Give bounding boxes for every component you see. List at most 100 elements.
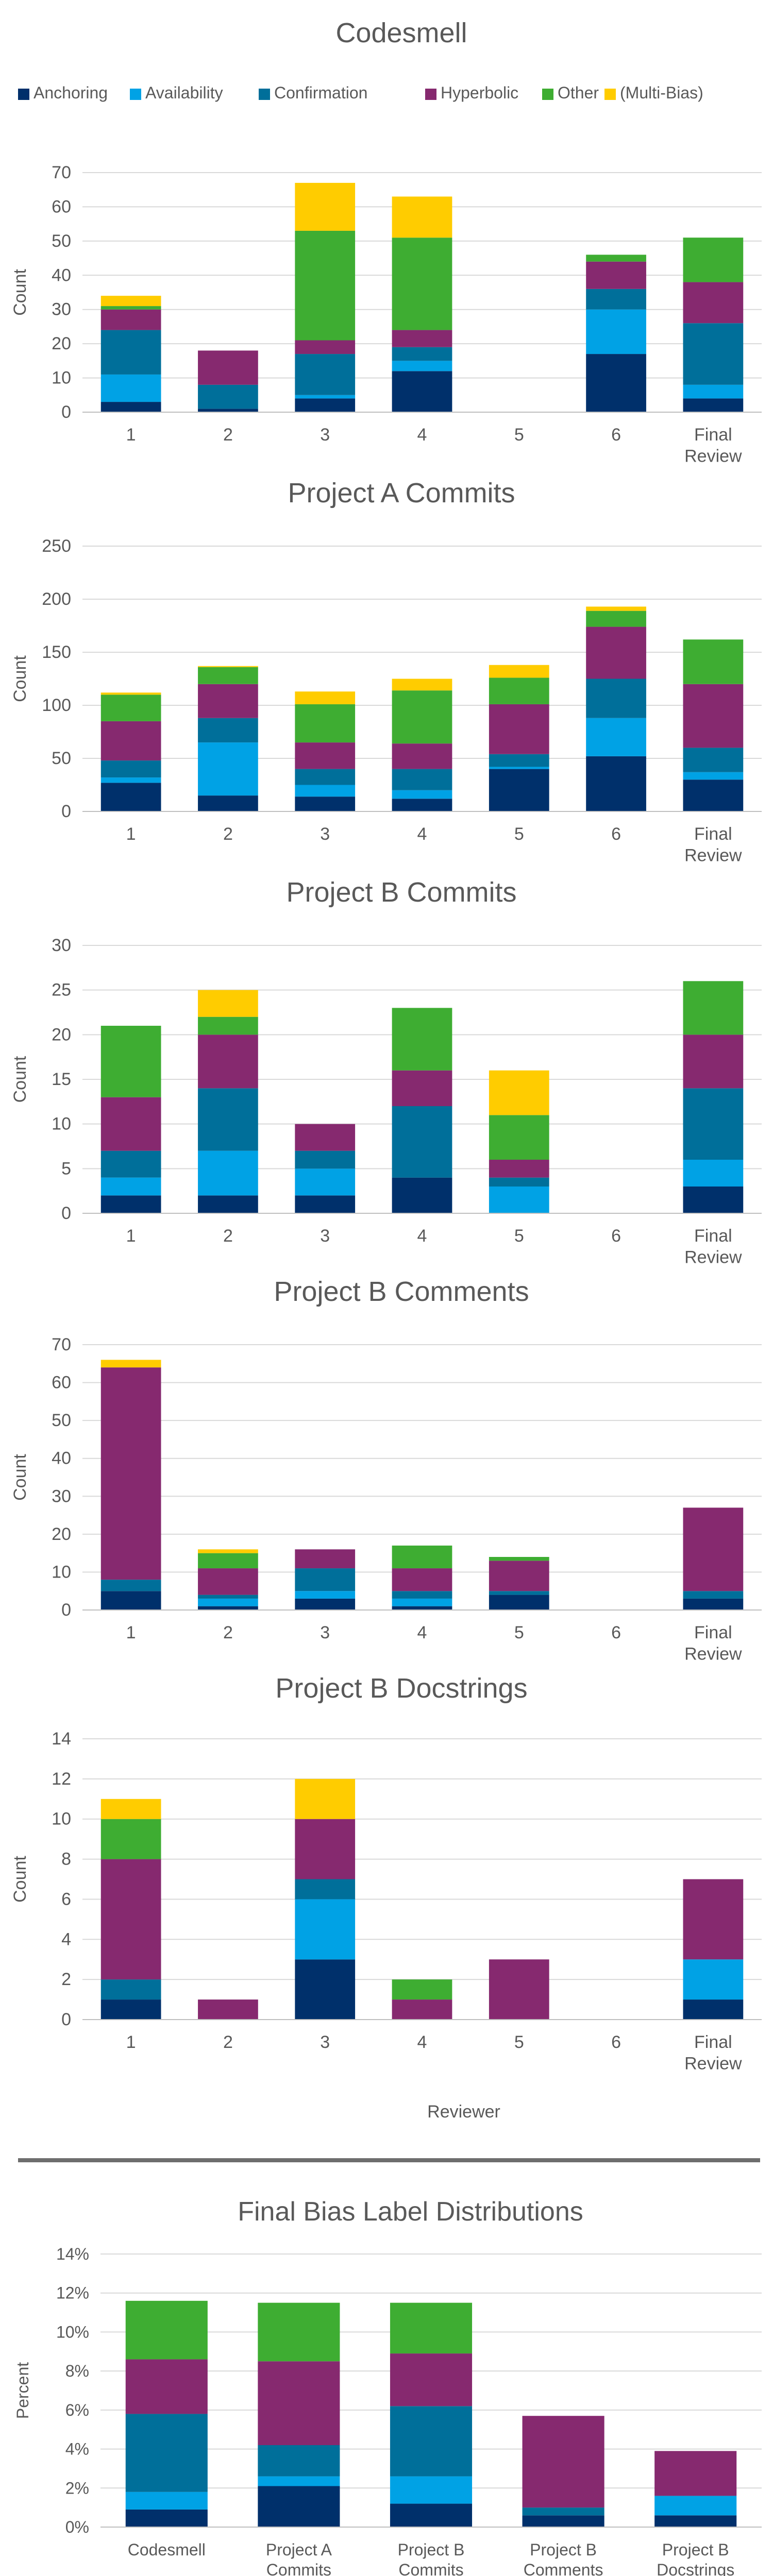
- bar-segment: [392, 1177, 452, 1213]
- bar-segment: [295, 1778, 356, 1819]
- legend-swatch: [259, 89, 270, 100]
- bar-segment: [295, 1879, 356, 1900]
- x-tick-label: 3: [320, 1226, 330, 1246]
- bar-segment: [100, 1580, 161, 1591]
- chart-panel: Project B Commits 0 5 10 15 20 25 30 Count 1 2 3 4 5 6…: [10, 877, 762, 1267]
- bar-segment: [683, 981, 744, 1035]
- bar-segment: [392, 690, 452, 744]
- bar-segment: [100, 1979, 161, 2000]
- bar-segment: [125, 2509, 208, 2527]
- bar-segment: [198, 718, 258, 743]
- x-tick-label: 2: [223, 2032, 233, 2052]
- bar-segment: [392, 361, 452, 371]
- bar-segment: [100, 1150, 161, 1178]
- x-tick-label: 6: [611, 824, 621, 844]
- bar-segment: [258, 2445, 340, 2477]
- bar-segment: [100, 296, 161, 307]
- bar-segment: [392, 1106, 452, 1178]
- x-tick-label: Codesmell: [128, 2540, 206, 2559]
- x-tick-label: 6: [611, 1226, 621, 1246]
- bar-segment: [198, 350, 258, 385]
- x-tick-label: 5: [514, 1226, 524, 1246]
- bar-segment: [586, 756, 646, 811]
- bar-segment: [683, 1088, 744, 1160]
- chart-panel: Codesmell 0 10 20 30 40 50 60 70 Count 1 2 3 4 5 6 Final…: [10, 18, 762, 466]
- y-tick-label: 4: [61, 1929, 71, 1949]
- bar-segment: [125, 2359, 208, 2414]
- y-tick-label: 10: [52, 1809, 71, 1829]
- x-tick-label: 5: [514, 2032, 524, 2052]
- y-tick-label: 10: [52, 368, 71, 388]
- bar-segment: [125, 2492, 208, 2510]
- bar-segment: [522, 2515, 604, 2527]
- y-tick-label: 40: [52, 265, 71, 285]
- bar-segment: [489, 754, 549, 767]
- legend: Anchoring Availability Confirmation Hyperbo…: [18, 83, 703, 102]
- bar-segment: [392, 1591, 452, 1599]
- y-tick-label: 2: [61, 1970, 71, 1989]
- bar-segment: [295, 1124, 356, 1151]
- y-tick-label: 10%: [56, 2323, 89, 2341]
- y-tick-label: 0: [61, 1204, 71, 1223]
- bar-segment: [654, 2515, 737, 2527]
- chart-panel: Project B Comments 0 10 20 30 40 50 60 70 Count 1 2…: [10, 1276, 762, 1664]
- bar-segment: [100, 309, 161, 330]
- bar-segment: [489, 1591, 549, 1595]
- bar-segment: [392, 679, 452, 691]
- y-axis-label: Count: [10, 655, 30, 702]
- y-tick-label: 0%: [65, 2518, 89, 2536]
- bar-segment: [522, 2416, 604, 2508]
- x-tick-label: 2: [223, 1226, 233, 1246]
- x-tick-label: 5: [514, 425, 524, 445]
- y-tick-label: 40: [52, 1449, 71, 1468]
- bar-segment: [198, 1150, 258, 1196]
- y-tick-label: 8: [61, 1850, 71, 1869]
- bar-segment: [100, 1367, 161, 1580]
- y-tick-label: 0: [61, 402, 71, 422]
- bar-segment: [586, 626, 646, 679]
- x-tick-label: 3: [320, 2032, 330, 2052]
- x-tick-label: Project A Commits: [266, 2540, 332, 2576]
- y-tick-label: 0: [61, 802, 71, 821]
- x-tick-label: 3: [320, 824, 330, 844]
- legend-label: Availability: [145, 83, 223, 102]
- bar-segment: [198, 666, 258, 667]
- bar-segment: [390, 2503, 473, 2527]
- bar-segment: [125, 2300, 208, 2360]
- bar-segment: [392, 238, 452, 330]
- y-tick-label: 60: [52, 197, 71, 216]
- legend-swatch: [425, 89, 436, 100]
- y-tick-label: 30: [52, 1486, 71, 1506]
- bar-segment: [295, 182, 356, 231]
- chart-panel: Final Bias Label Distributions 0% 2% 4% 6% 8%…: [13, 2197, 762, 2576]
- x-tick-label: 1: [126, 425, 136, 445]
- bar-segment: [390, 2353, 473, 2406]
- x-tick-label: 4: [417, 1226, 427, 1246]
- y-tick-label: 30: [52, 936, 71, 955]
- bar-segment: [489, 1959, 549, 2020]
- bar-segment: [100, 1799, 161, 1819]
- bar-segment: [100, 402, 161, 412]
- bar-segment: [100, 721, 161, 761]
- bar-segment: [198, 1999, 258, 2020]
- bar-segment: [586, 718, 646, 756]
- y-tick-label: 6: [61, 1889, 71, 1909]
- y-tick-label: 12%: [56, 2284, 89, 2302]
- bar-segment: [100, 1097, 161, 1151]
- bar-segment: [100, 1026, 161, 1097]
- y-tick-label: 8%: [65, 2362, 89, 2380]
- bar-segment: [489, 1187, 549, 1213]
- y-tick-label: 100: [42, 696, 71, 715]
- bar-segment: [198, 1035, 258, 1089]
- bar-segment: [489, 677, 549, 704]
- bar-segment: [586, 354, 646, 412]
- bar-segment: [392, 371, 452, 412]
- bar-segment: [489, 665, 549, 678]
- y-tick-label: 0: [61, 2010, 71, 2029]
- x-tick-label: 6: [611, 425, 621, 445]
- y-tick-label: 50: [52, 749, 71, 768]
- bar-segment: [392, 1598, 452, 1606]
- chart-title: Final Bias Label Distributions: [238, 2197, 583, 2227]
- bar-segment: [125, 2414, 208, 2492]
